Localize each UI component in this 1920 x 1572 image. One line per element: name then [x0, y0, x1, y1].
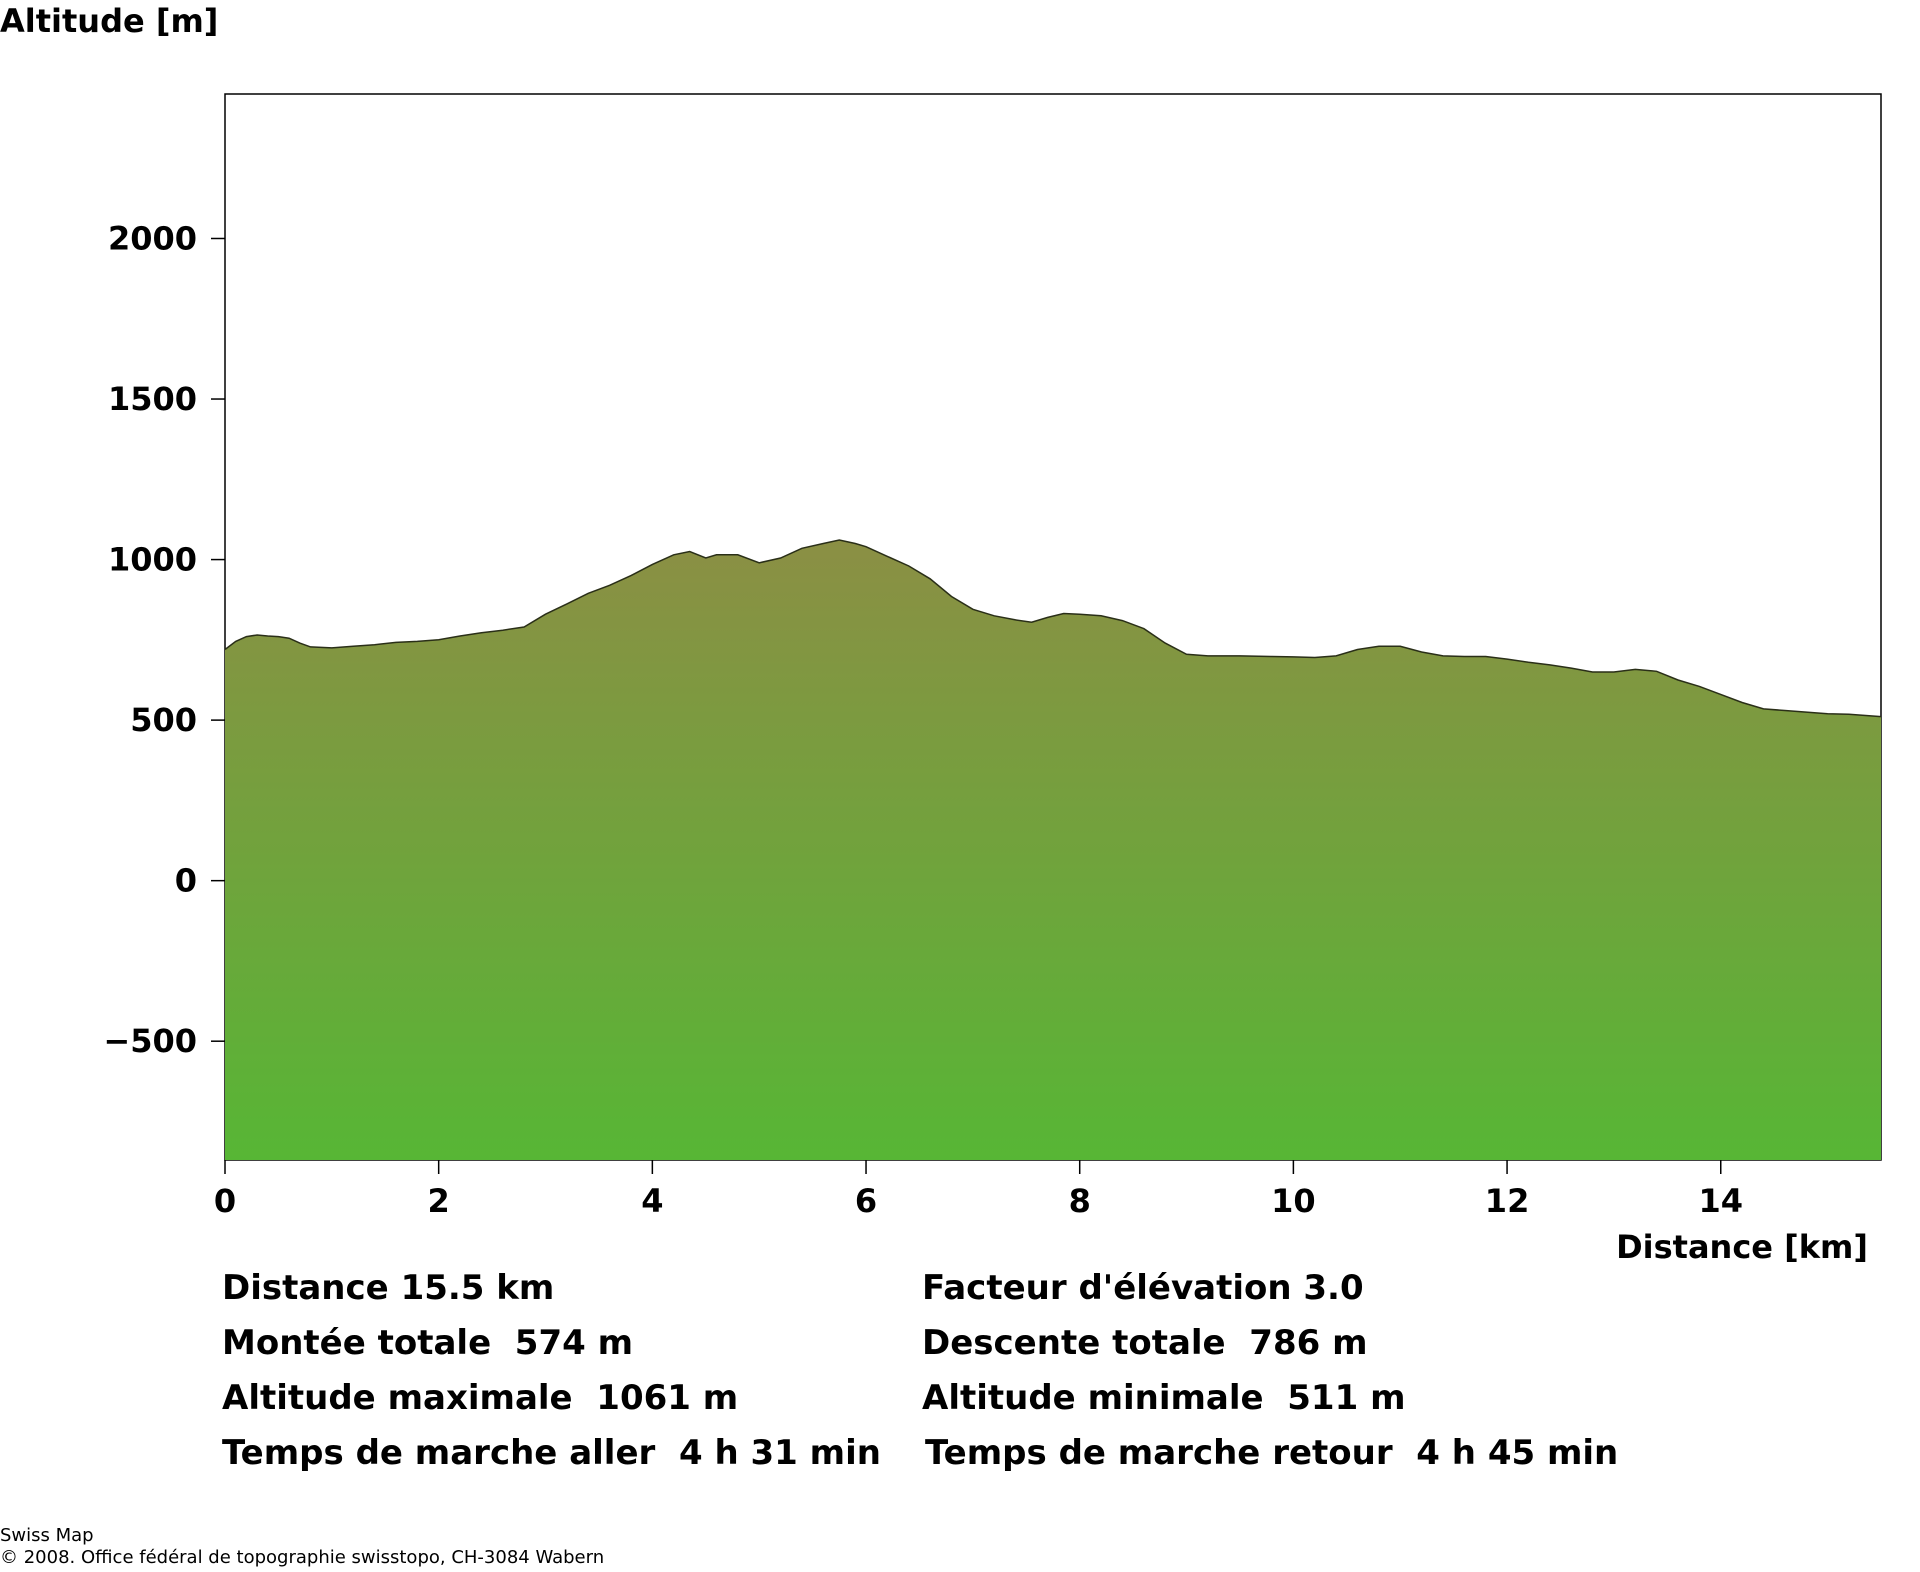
footer-copyright: © 2008. Office fédéral de topographie sw… [0, 1547, 605, 1568]
y-tick-label: 500 [130, 701, 197, 739]
footer-source: Swiss Map [0, 1525, 94, 1546]
x-tick-label: 14 [1698, 1182, 1743, 1220]
y-tick-label: 2000 [108, 219, 197, 257]
x-tick-label: 10 [1271, 1182, 1316, 1220]
x-tick-label: 0 [214, 1182, 236, 1220]
stat-min-altitude: Altitude minimale 511 m [922, 1378, 1406, 1418]
x-axis: 0 2 4 6 8 10 12 14 [214, 1160, 1743, 1220]
stat-walk-time-back: Temps de marche retour 4 h 45 min [925, 1433, 1619, 1473]
stat-total-descent: Descente totale 786 m [922, 1323, 1368, 1363]
y-tick-label: 1500 [108, 380, 197, 418]
x-tick-label: 4 [641, 1182, 663, 1220]
x-tick-label: 2 [428, 1182, 450, 1220]
stat-total-ascent: Montée totale 574 m [222, 1323, 634, 1363]
y-tick-label: 0 [175, 862, 197, 900]
x-axis-label: Distance [km] [1616, 1228, 1868, 1266]
terrain-area [225, 540, 1881, 1160]
stat-max-altitude: Altitude maximale 1061 m [222, 1378, 739, 1418]
y-axis: −500 0 500 1000 1500 2000 [103, 219, 225, 1060]
x-tick-label: 6 [855, 1182, 877, 1220]
x-tick-label: 8 [1069, 1182, 1091, 1220]
x-tick-label: 12 [1485, 1182, 1530, 1220]
stat-walk-time-out: Temps de marche aller 4 h 31 min [222, 1433, 881, 1473]
y-tick-label: −500 [103, 1022, 197, 1060]
stat-distance: Distance 15.5 km [222, 1268, 555, 1308]
terrain-outline [224, 539, 1882, 718]
y-tick-label: 1000 [108, 541, 197, 579]
y-axis-label: Altitude [m] [0, 2, 218, 40]
stat-elevation-factor: Facteur d'élévation 3.0 [922, 1268, 1364, 1308]
